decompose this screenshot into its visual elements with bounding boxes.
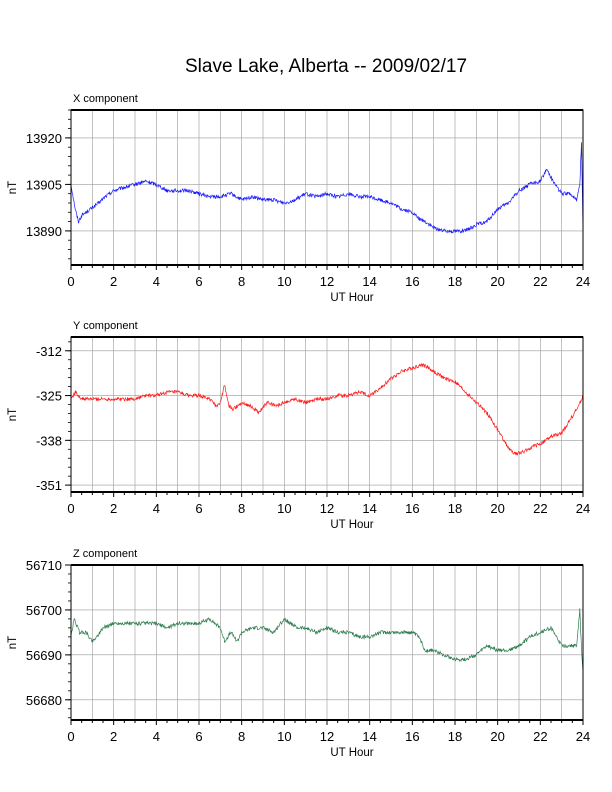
x-tick-label: 4 (153, 501, 160, 516)
panel-title: Z component (73, 548, 137, 560)
x-axis-label: UT Hour (330, 747, 373, 759)
y-tick-label: 56700 (26, 603, 62, 618)
x-tick-label: 16 (405, 501, 419, 516)
y-tick-label: 13905 (26, 177, 62, 192)
x-tick-label: 20 (490, 501, 504, 516)
x-tick-label: 16 (405, 729, 419, 744)
x-tick-label: 10 (277, 274, 291, 289)
x-tick-label: 14 (362, 501, 376, 516)
x-tick-label: 22 (533, 729, 547, 744)
x-tick-label: 22 (533, 501, 547, 516)
series-line (70, 363, 584, 456)
x-tick-label: 4 (153, 729, 160, 744)
y-axis-label: nT (7, 408, 19, 421)
x-tick-label: 18 (448, 274, 462, 289)
y-tick-label: 56690 (26, 648, 62, 663)
x-tick-label: 18 (448, 729, 462, 744)
y-tick-label: -325 (36, 389, 62, 404)
x-tick-label: 8 (238, 729, 245, 744)
x-tick-label: 6 (195, 274, 202, 289)
y-tick-label: 13920 (26, 131, 62, 146)
x-axis-label: UT Hour (330, 519, 373, 531)
x-tick-label: 0 (67, 729, 74, 744)
x-tick-label: 22 (533, 274, 547, 289)
x-tick-label: 16 (405, 274, 419, 289)
x-tick-label: 20 (490, 274, 504, 289)
series-line (70, 608, 584, 673)
y-tick-label: 56680 (26, 693, 62, 708)
y-axis-label: nT (7, 636, 19, 649)
x-axis-label: UT Hour (330, 292, 373, 304)
page-title: Slave Lake, Alberta -- 2009/02/17 (184, 56, 468, 77)
y-tick-label: 56710 (26, 558, 62, 573)
x-tick-label: 8 (238, 274, 245, 289)
panel-title: X component (73, 93, 138, 105)
x-tick-label: 12 (320, 274, 334, 289)
x-tick-label: 24 (576, 274, 590, 289)
y-tick-label: -312 (36, 344, 62, 359)
x-tick-label: 10 (277, 501, 291, 516)
y-tick-label: 13890 (26, 224, 62, 239)
y-tick-label: -351 (36, 478, 62, 493)
x-tick-label: 4 (153, 274, 160, 289)
x-tick-label: 6 (195, 501, 202, 516)
x-tick-label: 10 (277, 729, 291, 744)
x-tick-label: 18 (448, 501, 462, 516)
x-tick-label: 20 (490, 729, 504, 744)
series-line (70, 142, 584, 235)
x-tick-label: 2 (110, 729, 117, 744)
x-tick-label: 0 (67, 501, 74, 516)
y-axis-label: nT (7, 181, 19, 194)
x-tick-label: 12 (320, 501, 334, 516)
x-tick-label: 2 (110, 274, 117, 289)
x-tick-label: 12 (320, 729, 334, 744)
x-tick-label: 2 (110, 501, 117, 516)
y-tick-label: -338 (36, 433, 62, 448)
x-tick-label: 24 (576, 501, 590, 516)
x-tick-label: 6 (195, 729, 202, 744)
x-tick-label: 24 (576, 729, 590, 744)
x-tick-label: 14 (362, 274, 376, 289)
x-tick-label: 14 (362, 729, 376, 744)
x-tick-label: 0 (67, 274, 74, 289)
x-tick-label: 8 (238, 501, 245, 516)
panel-title: Y component (73, 320, 138, 332)
